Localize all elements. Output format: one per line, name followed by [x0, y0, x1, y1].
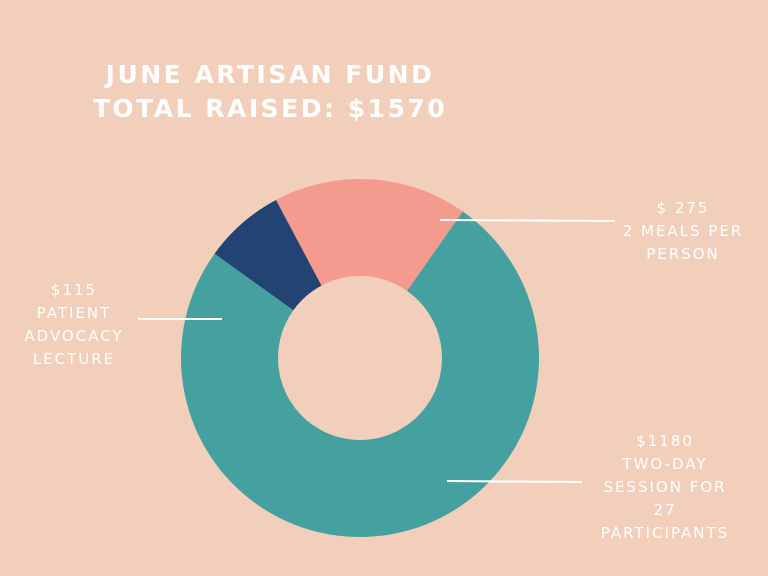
- meals-callout-amount: $ 275: [656, 199, 710, 217]
- meals-callout-line: PERSON: [646, 245, 720, 263]
- session-callout: $1180 TWO-DAY SESSION FOR 27 PARTICIPANT…: [580, 430, 750, 545]
- session-callout-line: PARTICIPANTS: [600, 524, 730, 542]
- chart-title-line-1: JUNE ARTISAN FUND: [105, 60, 435, 89]
- chart-title: JUNE ARTISAN FUND TOTAL RAISED: $1570: [60, 58, 480, 126]
- meals-leader-line: [439, 219, 616, 222]
- session-callout-line: TWO-DAY: [622, 455, 708, 473]
- session-leader-line: [446, 480, 583, 483]
- slice-session: [180, 211, 539, 537]
- meals-callout: $ 275 2 MEALS PER PERSON: [608, 197, 758, 266]
- session-callout-amount: $1180: [636, 432, 694, 450]
- session-callout-line: 27: [653, 501, 677, 519]
- chart-title-line-2: TOTAL RAISED: $1570: [92, 94, 448, 123]
- slice-meals: [275, 179, 463, 291]
- lecture-callout-amount: $115: [50, 281, 98, 299]
- lecture-callout: $115 PATIENT ADVOCACY LECTURE: [8, 279, 140, 371]
- lecture-callout-line: LECTURE: [32, 350, 116, 368]
- meals-callout-line: 2 MEALS PER: [622, 222, 744, 240]
- lecture-callout-line: ADVOCACY: [24, 327, 124, 345]
- session-callout-line: SESSION FOR: [603, 478, 727, 496]
- slice-lecture: [214, 199, 322, 311]
- lecture-callout-line: PATIENT: [36, 304, 112, 322]
- donut-slices: [180, 179, 539, 537]
